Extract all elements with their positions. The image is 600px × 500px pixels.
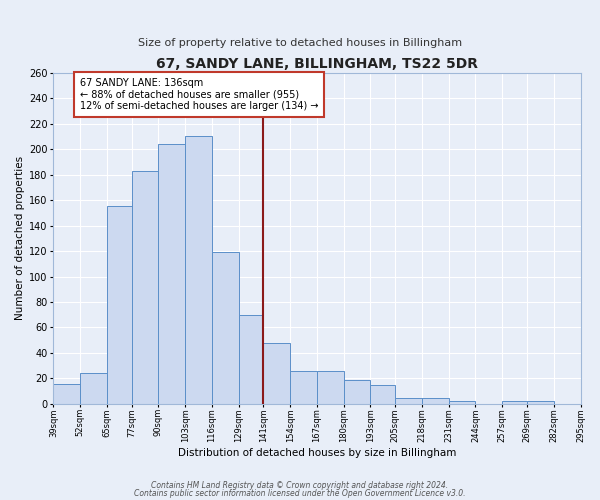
Bar [502, 402, 527, 404]
Bar [107, 206, 131, 404]
Text: Contains HM Land Registry data © Crown copyright and database right 2024.: Contains HM Land Registry data © Crown c… [151, 480, 449, 490]
Bar [290, 371, 317, 404]
Bar [317, 371, 344, 404]
Y-axis label: Number of detached properties: Number of detached properties [15, 156, 25, 320]
Bar [239, 314, 263, 404]
Bar [344, 380, 370, 404]
Text: 67 SANDY LANE: 136sqm
← 88% of detached houses are smaller (955)
12% of semi-det: 67 SANDY LANE: 136sqm ← 88% of detached … [80, 78, 319, 111]
Bar [527, 402, 554, 404]
Bar [131, 171, 158, 404]
Text: Size of property relative to detached houses in Billingham: Size of property relative to detached ho… [138, 38, 462, 48]
X-axis label: Distribution of detached houses by size in Billingham: Distribution of detached houses by size … [178, 448, 456, 458]
Bar [185, 136, 212, 404]
Bar [263, 343, 290, 404]
Bar [370, 385, 395, 404]
Bar [53, 384, 80, 404]
Bar [395, 398, 422, 404]
Bar [212, 252, 239, 404]
Title: 67, SANDY LANE, BILLINGHAM, TS22 5DR: 67, SANDY LANE, BILLINGHAM, TS22 5DR [156, 58, 478, 71]
Bar [422, 398, 449, 404]
Bar [449, 402, 475, 404]
Bar [80, 374, 107, 404]
Text: Contains public sector information licensed under the Open Government Licence v3: Contains public sector information licen… [134, 489, 466, 498]
Bar [158, 144, 185, 404]
